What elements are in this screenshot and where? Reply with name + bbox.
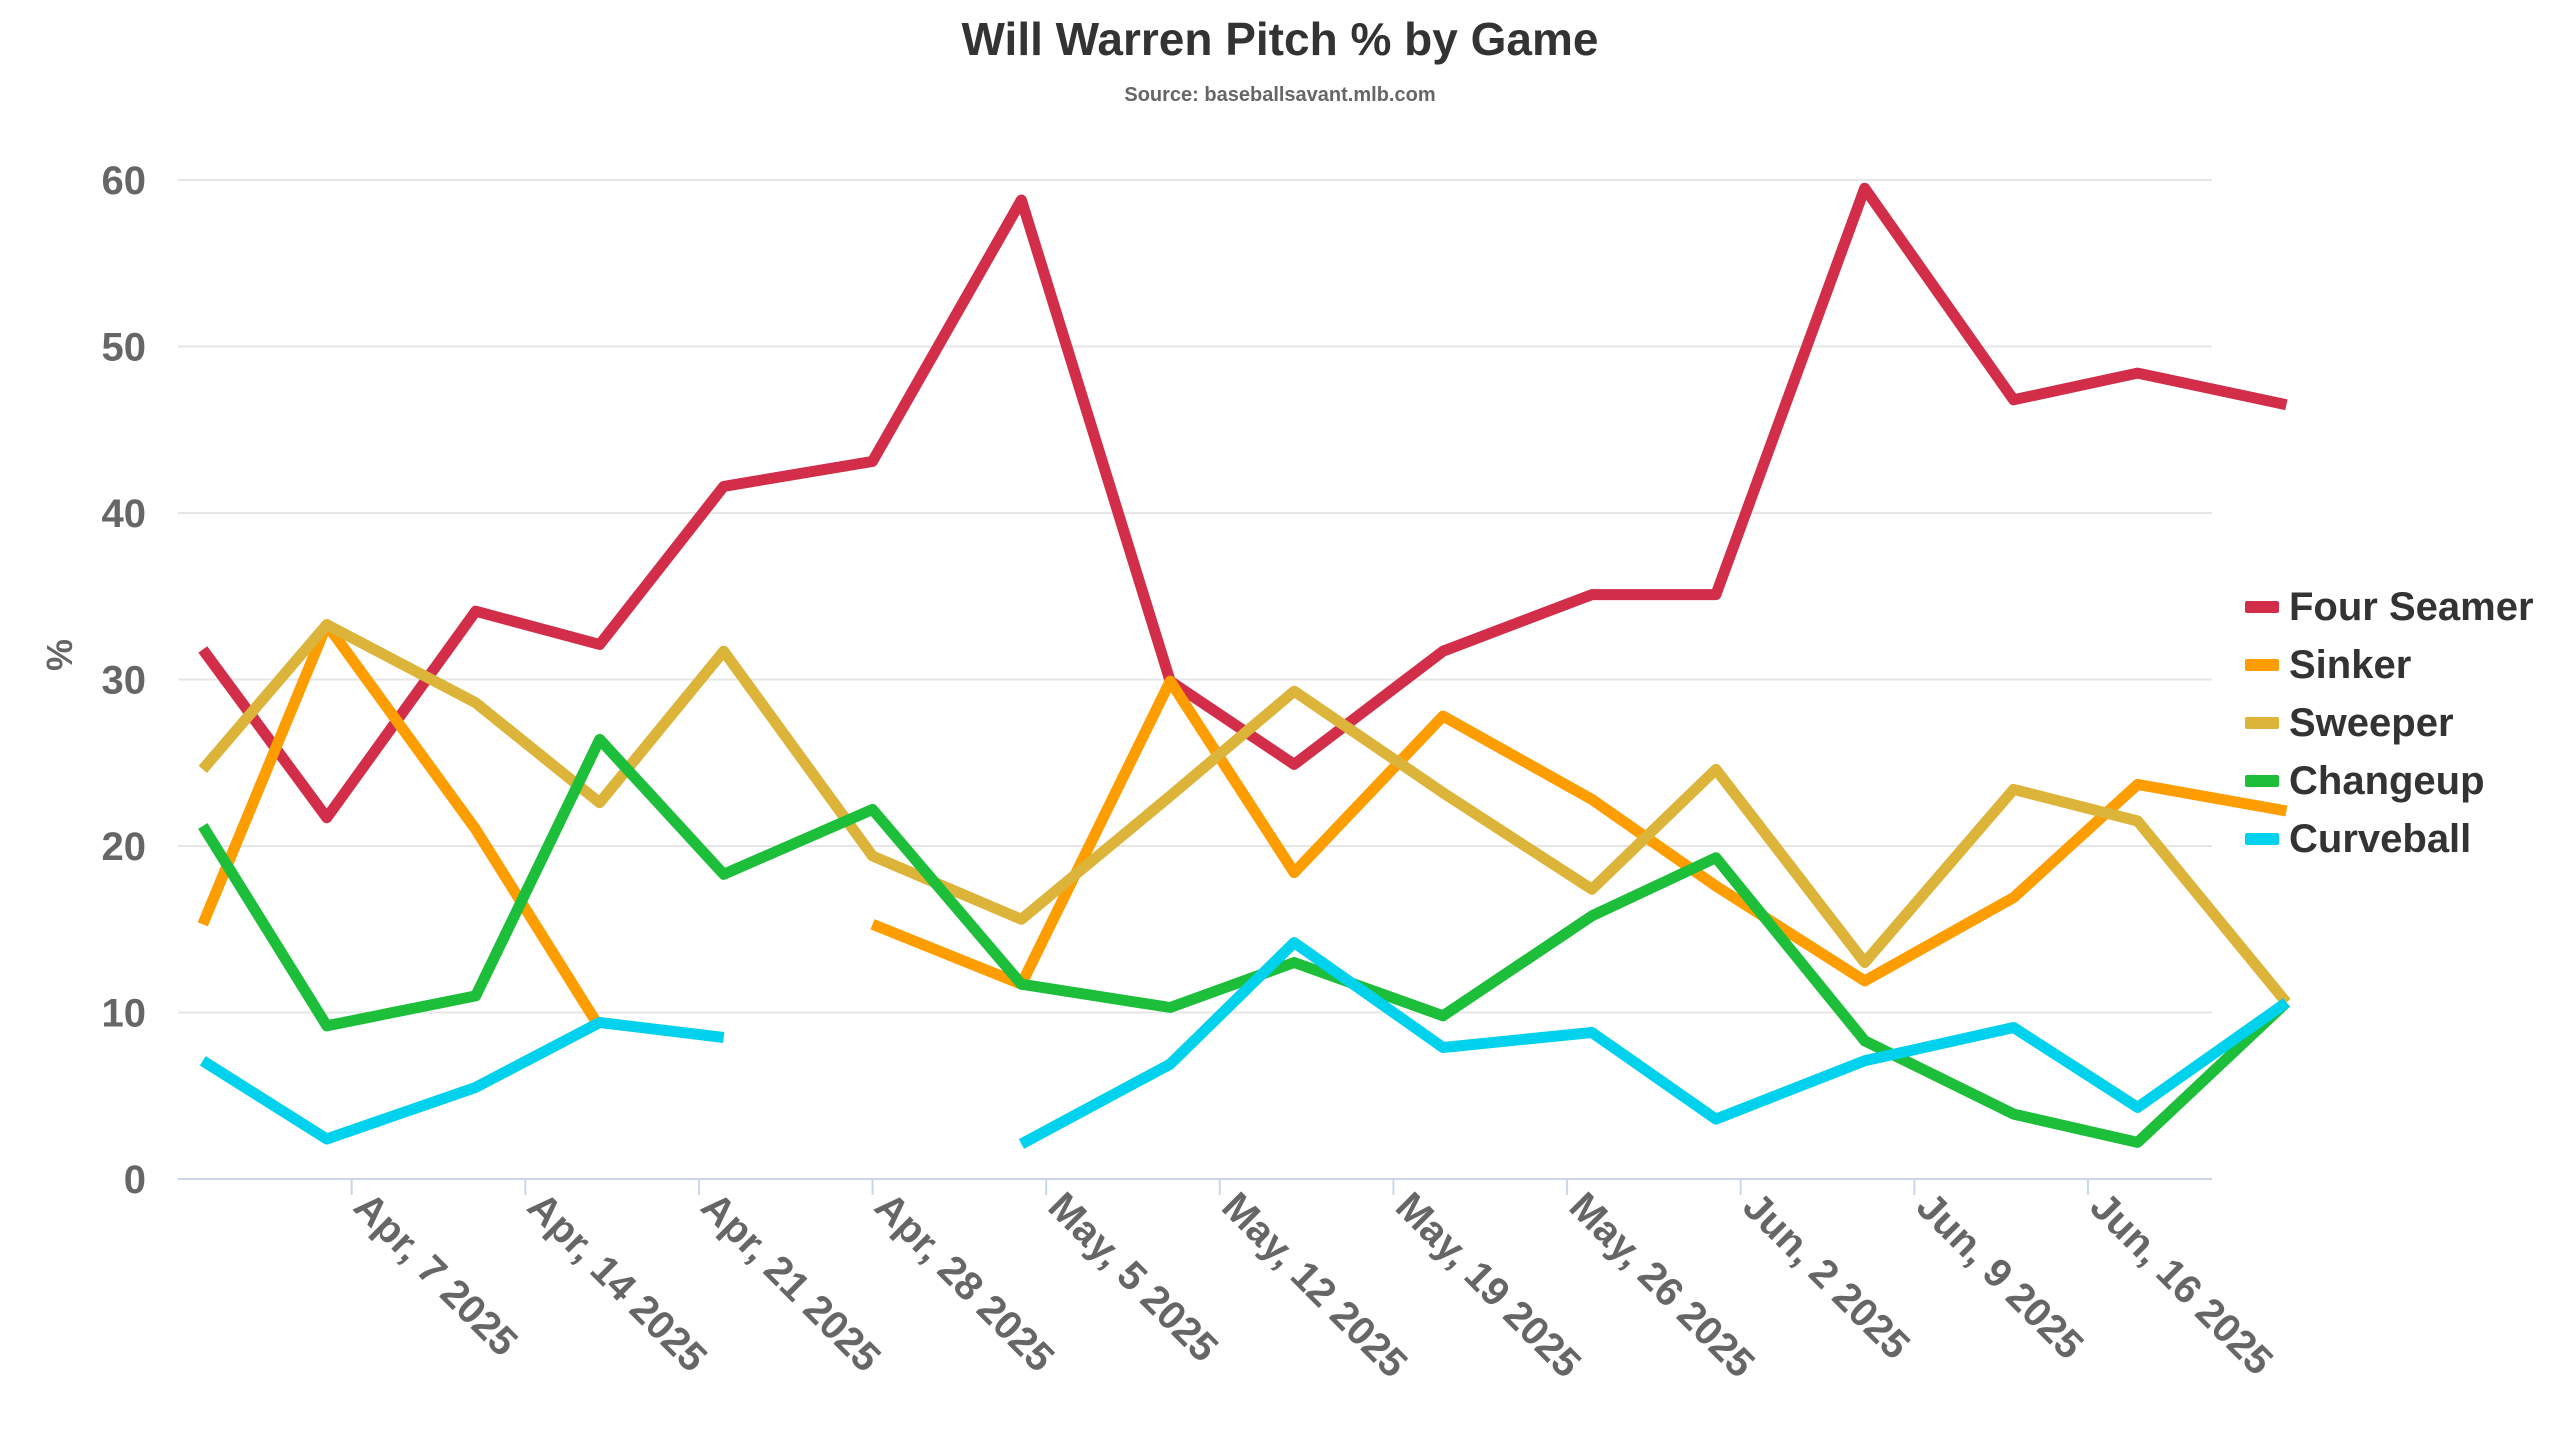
y-tick-label: 30 — [102, 659, 147, 703]
series-curveball[interactable] — [199, 937, 2290, 1149]
series-line[interactable] — [198, 182, 2288, 824]
legend-label: Changeup — [2289, 758, 2485, 803]
y-tick-label: 20 — [102, 825, 147, 869]
series-line[interactable] — [870, 675, 2288, 990]
series-line[interactable] — [197, 619, 605, 1031]
axis-layer — [178, 1178, 2212, 1195]
x-tick-label: Apr, 21 2025 — [693, 1184, 889, 1380]
legend-label: Four Seamer — [2289, 584, 2534, 629]
x-tick-label: Apr, 7 2025 — [345, 1184, 525, 1364]
x-tick-label: Apr, 28 2025 — [866, 1184, 1062, 1380]
legend-item-sinker[interactable]: Sinker — [2245, 636, 2545, 694]
legend-item-curveball[interactable]: Curveball — [2245, 810, 2545, 868]
legend-label: Sinker — [2289, 642, 2412, 687]
series-sweeper[interactable] — [198, 619, 2291, 1006]
series-line[interactable] — [199, 1017, 725, 1145]
legend-item-four-seamer[interactable]: Four Seamer — [2245, 578, 2545, 636]
x-tick-label: Jun, 2 2025 — [1734, 1184, 1918, 1368]
x-tick-label: Jun, 9 2025 — [1908, 1184, 2092, 1368]
series-layer — [197, 182, 2291, 1149]
x-tick-label: May, 19 2025 — [1387, 1184, 1589, 1386]
x-tick-label: Jun, 16 2025 — [2082, 1184, 2281, 1383]
x-tick-label: May, 26 2025 — [1561, 1184, 1763, 1386]
series-changeup[interactable] — [198, 733, 2291, 1148]
series-line[interactable] — [198, 619, 2291, 1006]
legend-item-changeup[interactable]: Changeup — [2245, 752, 2545, 810]
series-four-seamer[interactable] — [198, 182, 2288, 824]
x-tick-label: May, 12 2025 — [1213, 1184, 1415, 1386]
series-line[interactable] — [198, 733, 2291, 1148]
legend-swatch — [2245, 659, 2279, 671]
legend-swatch — [2245, 833, 2279, 845]
legend-label: Curveball — [2289, 816, 2472, 861]
chart-subtitle: Source: baseballsavant.mlb.com — [1124, 84, 1436, 106]
chart-title: Will Warren Pitch % by Game — [961, 13, 1599, 65]
y-tick-label: 60 — [102, 159, 147, 203]
legend-swatch — [2245, 775, 2279, 787]
series-sinker[interactable] — [197, 619, 2288, 1031]
y-tick-label: 50 — [102, 326, 147, 370]
y-tick-label: 0 — [124, 1158, 146, 1202]
legend-item-sweeper[interactable]: Sweeper — [2245, 694, 2545, 752]
y-tick-label: 10 — [102, 992, 147, 1036]
legend-label: Sweeper — [2289, 700, 2454, 745]
grid-layer — [178, 179, 2212, 1014]
y-axis-title: % — [39, 639, 80, 671]
series-line[interactable] — [1018, 937, 2290, 1149]
chart-legend: Four Seamer Sinker Sweeper Changeup Curvebal… — [2245, 578, 2545, 868]
y-tick-label: 40 — [102, 492, 147, 536]
x-tick-label: May, 5 2025 — [1040, 1184, 1226, 1370]
x-tick-label: Apr, 14 2025 — [519, 1184, 715, 1380]
legend-swatch — [2245, 601, 2279, 613]
legend-swatch — [2245, 717, 2279, 729]
